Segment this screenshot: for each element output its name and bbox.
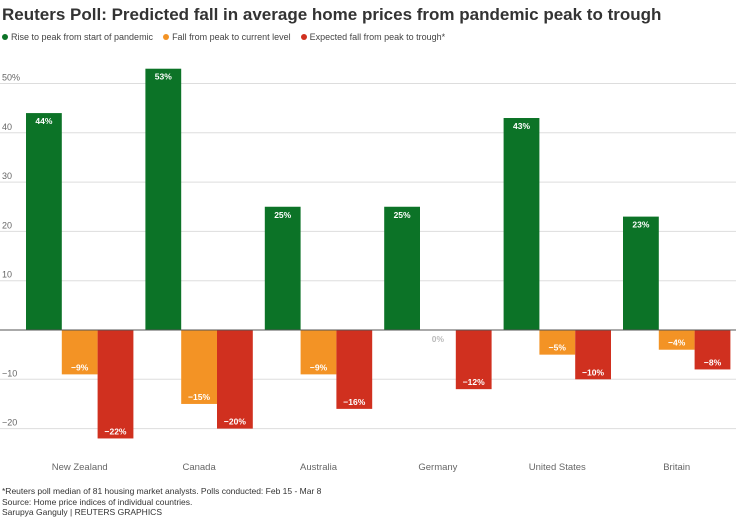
legend-swatch-rise (2, 34, 8, 40)
bar-canada-series-1 (181, 330, 217, 404)
bar-canada-series-0 (145, 68, 182, 331)
data-label-canada-series-1: −15% (188, 392, 210, 402)
data-label-britain-series-1: −4% (668, 338, 686, 348)
data-label-australia-series-0: 25% (274, 210, 291, 220)
x-tick-label-australia: Australia (300, 462, 338, 473)
x-tick-label-canada: Canada (182, 462, 216, 473)
credit: Sarupya Ganguly | REUTERS GRAPHICS (2, 507, 162, 517)
data-label-new-zealand-series-2: −22% (105, 426, 127, 436)
y-tick-label: 50% (2, 73, 20, 83)
data-label-united-states-series-0: 43% (513, 121, 530, 131)
bar-australia-series-1 (300, 330, 337, 375)
source-note: Source: Home price indices of individual… (2, 496, 193, 507)
footnote: *Reuters poll median of 81 housing marke… (2, 486, 322, 496)
legend-item-rise: Rise to peak from start of pandemic (2, 32, 153, 42)
legend-swatch-fall-current (163, 34, 170, 40)
legend-label-fall-current: Fall from peak to current level (172, 32, 291, 42)
data-label-germany-series-0: 25% (394, 210, 411, 220)
bar-united-states-series-0 (503, 118, 540, 330)
data-label-germany-series-2: −12% (463, 377, 485, 387)
y-tick-label: 20 (2, 220, 12, 230)
bar-britain-series-2 (694, 330, 731, 370)
y-tick-label: −20 (2, 418, 17, 428)
bar-new-zealand-series-0 (26, 113, 62, 330)
data-label-britain-series-0: 23% (632, 220, 649, 230)
bar-canada-series-2 (217, 330, 253, 429)
data-label-united-states-series-2: −10% (582, 367, 604, 377)
chart-notes: *Reuters poll median of 81 housing marke… (2, 486, 321, 518)
bar-united-states-series-1 (539, 330, 576, 355)
bar-australia-series-0 (264, 206, 301, 330)
data-label-germany-series-1: 0% (432, 334, 445, 344)
bar-australia-series-2 (336, 330, 373, 409)
x-tick-label-new-zealand: New Zealand (52, 462, 108, 473)
data-label-britain-series-2: −8% (704, 357, 722, 367)
legend-swatch-expected-fall (300, 34, 307, 40)
bar-new-zealand-series-1 (61, 330, 98, 375)
data-label-canada-series-2: −20% (224, 417, 246, 427)
legend-item-expected-fall: Expected fall from peak to trough* (300, 32, 446, 42)
x-tick-label-germany: Germany (418, 462, 457, 473)
y-tick-label: 40 (2, 122, 12, 132)
legend: Rise to peak from start of pandemic Fall… (2, 32, 445, 42)
x-tick-label-united-states: United States (529, 462, 586, 473)
x-tick-label-britain: Britain (663, 462, 690, 473)
bar-germany-series-0 (384, 206, 420, 330)
chart-title: Reuters Poll: Predicted fall in average … (2, 5, 662, 24)
y-tick-label: 10 (2, 270, 12, 280)
y-tick-label: −10 (2, 368, 17, 378)
data-label-australia-series-1: −9% (310, 362, 328, 372)
data-label-new-zealand-series-0: 44% (35, 116, 52, 126)
bar-germany-series-2 (455, 330, 492, 390)
data-label-new-zealand-series-1: −9% (71, 362, 89, 372)
bar-britain-series-0 (623, 216, 659, 330)
bar-united-states-series-2 (575, 330, 611, 380)
bar-new-zealand-series-2 (97, 330, 134, 439)
legend-label-expected-fall: Expected fall from peak to trough* (309, 32, 446, 42)
legend-item-fall-current: Fall from peak to current level (163, 32, 291, 42)
bar-britain-series-1 (658, 330, 695, 350)
y-tick-label: 30 (2, 171, 12, 181)
data-label-australia-series-2: −16% (343, 397, 365, 407)
legend-label-rise: Rise to peak from start of pandemic (11, 32, 154, 42)
data-label-united-states-series-1: −5% (549, 343, 567, 353)
data-label-canada-series-0: 53% (155, 72, 172, 82)
